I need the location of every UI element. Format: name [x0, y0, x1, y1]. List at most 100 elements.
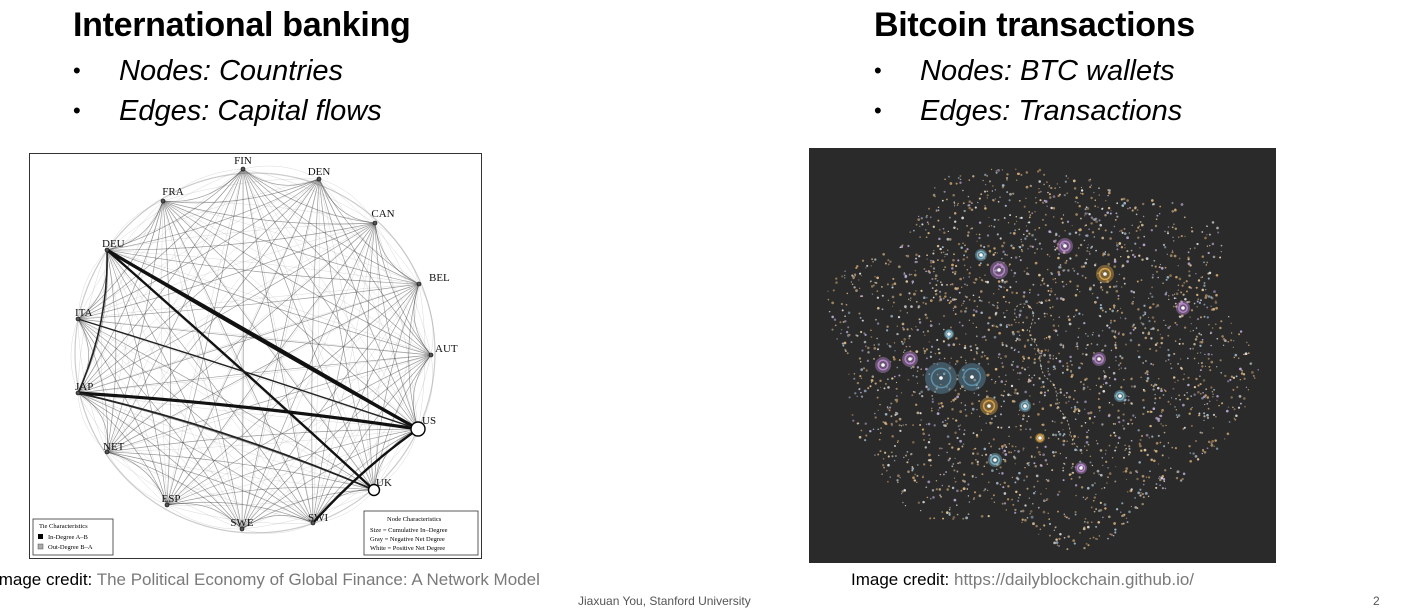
wallet-node [1001, 169, 1004, 171]
wallet-node [1054, 248, 1057, 251]
wallet-node [1215, 447, 1219, 451]
wallet-node [1087, 429, 1090, 431]
wallet-node [1171, 226, 1174, 229]
wallet-node [890, 415, 893, 418]
wallet-node [1048, 184, 1051, 187]
wallet-node [1039, 453, 1041, 456]
wallet-node [1098, 187, 1100, 190]
wallet-node [1039, 528, 1042, 531]
wallet-node [1102, 383, 1105, 386]
wallet-node [927, 388, 930, 391]
wallet-node [877, 409, 879, 412]
wallet-node [993, 247, 996, 250]
bullet-item: • Nodes: BTC wallets [874, 51, 1182, 91]
capital-flow-edge [106, 249, 420, 285]
wallet-node [903, 272, 905, 274]
wallet-node [988, 216, 990, 219]
wallet-node [1019, 259, 1022, 262]
wallet-node [970, 228, 972, 230]
wallet-node [1046, 463, 1048, 465]
capital-flow-edge [77, 392, 375, 491]
wallet-node [900, 424, 903, 427]
wallet-node [1162, 477, 1166, 481]
wallet-node [1014, 348, 1016, 351]
wallet-node [1215, 366, 1218, 368]
wallet-node [874, 276, 876, 278]
wallet-node [978, 415, 981, 418]
wallet-node [1193, 247, 1196, 249]
wallet-node [1200, 361, 1203, 365]
credit-source[interactable]: The Political Economy of Global Finance:… [96, 570, 540, 589]
wallet-node [877, 428, 880, 431]
wallet-node [957, 259, 960, 262]
wallet-node [1141, 502, 1144, 506]
wallet-node [1182, 427, 1185, 430]
wallet-node [1074, 484, 1078, 487]
wallet-node [920, 368, 922, 370]
wallet-node [1065, 330, 1067, 332]
right-bullets: • Nodes: BTC wallets • Edges: Transactions [874, 51, 1182, 131]
wallet-node [911, 394, 914, 397]
wallet-node [864, 422, 868, 425]
wallet-node [865, 434, 868, 437]
credit-source[interactable]: https://dailyblockchain.github.io/ [954, 570, 1195, 589]
wallet-node [1008, 426, 1011, 429]
wallet-node [1146, 377, 1150, 380]
wallet-node [1034, 353, 1037, 355]
wallet-node [1041, 423, 1045, 427]
wallet-node [936, 363, 939, 365]
wallet-node [1047, 437, 1050, 439]
wallet-node [1095, 440, 1098, 442]
wallet-node [1134, 497, 1136, 499]
wallet-node [916, 463, 919, 466]
wallet-node [851, 414, 854, 416]
wallet-node [900, 492, 903, 495]
wallet-node [896, 332, 899, 336]
bullet-icon: • [874, 58, 882, 83]
wallet-node [876, 290, 879, 292]
capital-flow-edge [77, 392, 108, 453]
wallet-node [1203, 303, 1206, 306]
wallet-node [983, 190, 987, 193]
wallet-node [1203, 419, 1205, 422]
wallet-node [973, 392, 975, 394]
wallet-node [1203, 415, 1206, 418]
wallet-node [1201, 431, 1204, 434]
wallet-node [1002, 241, 1006, 245]
wallet-node [1150, 458, 1154, 462]
wallet-node [1078, 233, 1081, 236]
wallet-node [886, 283, 889, 286]
wallet-node [923, 439, 925, 441]
wallet-node [946, 435, 950, 438]
wallet-node [1145, 360, 1147, 362]
wallet-node [1058, 490, 1061, 493]
wallet-node [976, 305, 979, 308]
wallet-node [1018, 471, 1021, 475]
wallet-node [931, 398, 934, 400]
wallet-node [935, 289, 938, 292]
wallet-node [957, 242, 961, 246]
wallet-node [949, 387, 951, 390]
wallet-node [894, 445, 896, 447]
wallet-node [956, 436, 959, 440]
wallet-node [1177, 289, 1180, 291]
wallet-node [1144, 336, 1148, 340]
wallet-node [907, 244, 910, 248]
wallet-node [1138, 254, 1141, 257]
wallet-node [1090, 196, 1093, 200]
wallet-node [1137, 491, 1141, 495]
wallet-node [930, 407, 933, 410]
wallet-node [1040, 248, 1043, 250]
wallet-node [1015, 281, 1017, 283]
wallet-node [1015, 291, 1018, 295]
wallet-node [953, 253, 955, 256]
wallet-node [1062, 416, 1066, 420]
wallet-node [1210, 308, 1214, 311]
wallet-node [929, 324, 933, 327]
capital-flow-edge [312, 354, 432, 524]
wallet-node [1038, 188, 1040, 190]
wallet-node [992, 324, 995, 328]
wallet-node [1017, 413, 1020, 416]
wallet-node [900, 340, 903, 343]
wallet-node [957, 177, 960, 179]
